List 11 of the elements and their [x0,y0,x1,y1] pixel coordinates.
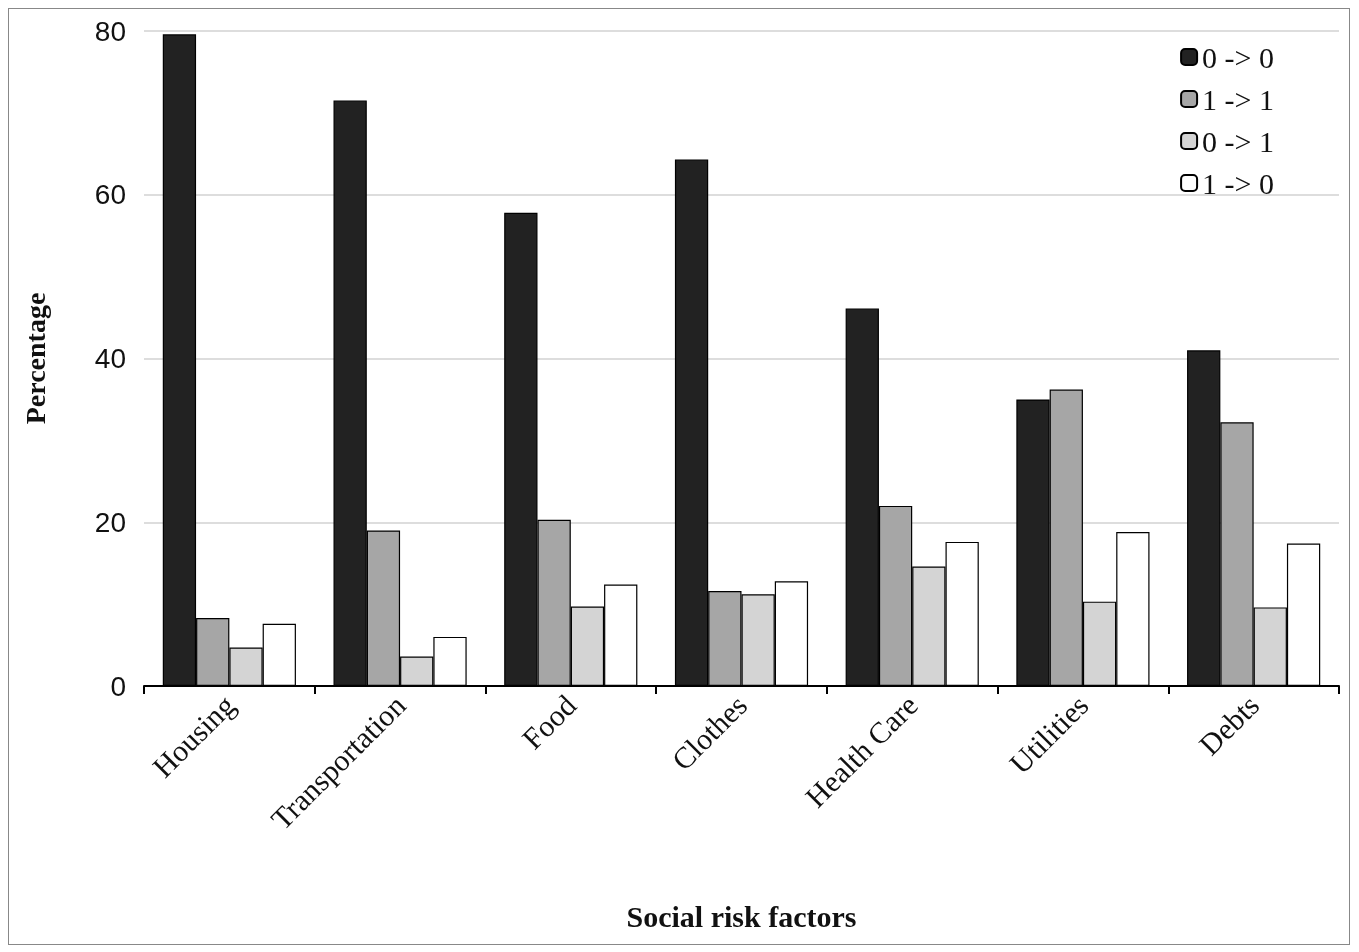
x-axis-title: Social risk factors [626,899,857,933]
y-tick-label: 40 [94,343,126,374]
y-axis-title: Percentage [19,292,51,425]
legend-label: 0 -> 0 [1202,40,1275,74]
y-tick-label: 60 [94,179,126,211]
y-tick-label: 80 [94,15,126,47]
legend-label: 1 -> 0 [1202,166,1275,200]
y-tick-label: 20 [94,506,126,538]
y-tick-label: 0 [110,670,126,702]
legend-label: 0 -> 1 [1202,124,1275,158]
legend-label: 1 -> 1 [1202,82,1275,116]
